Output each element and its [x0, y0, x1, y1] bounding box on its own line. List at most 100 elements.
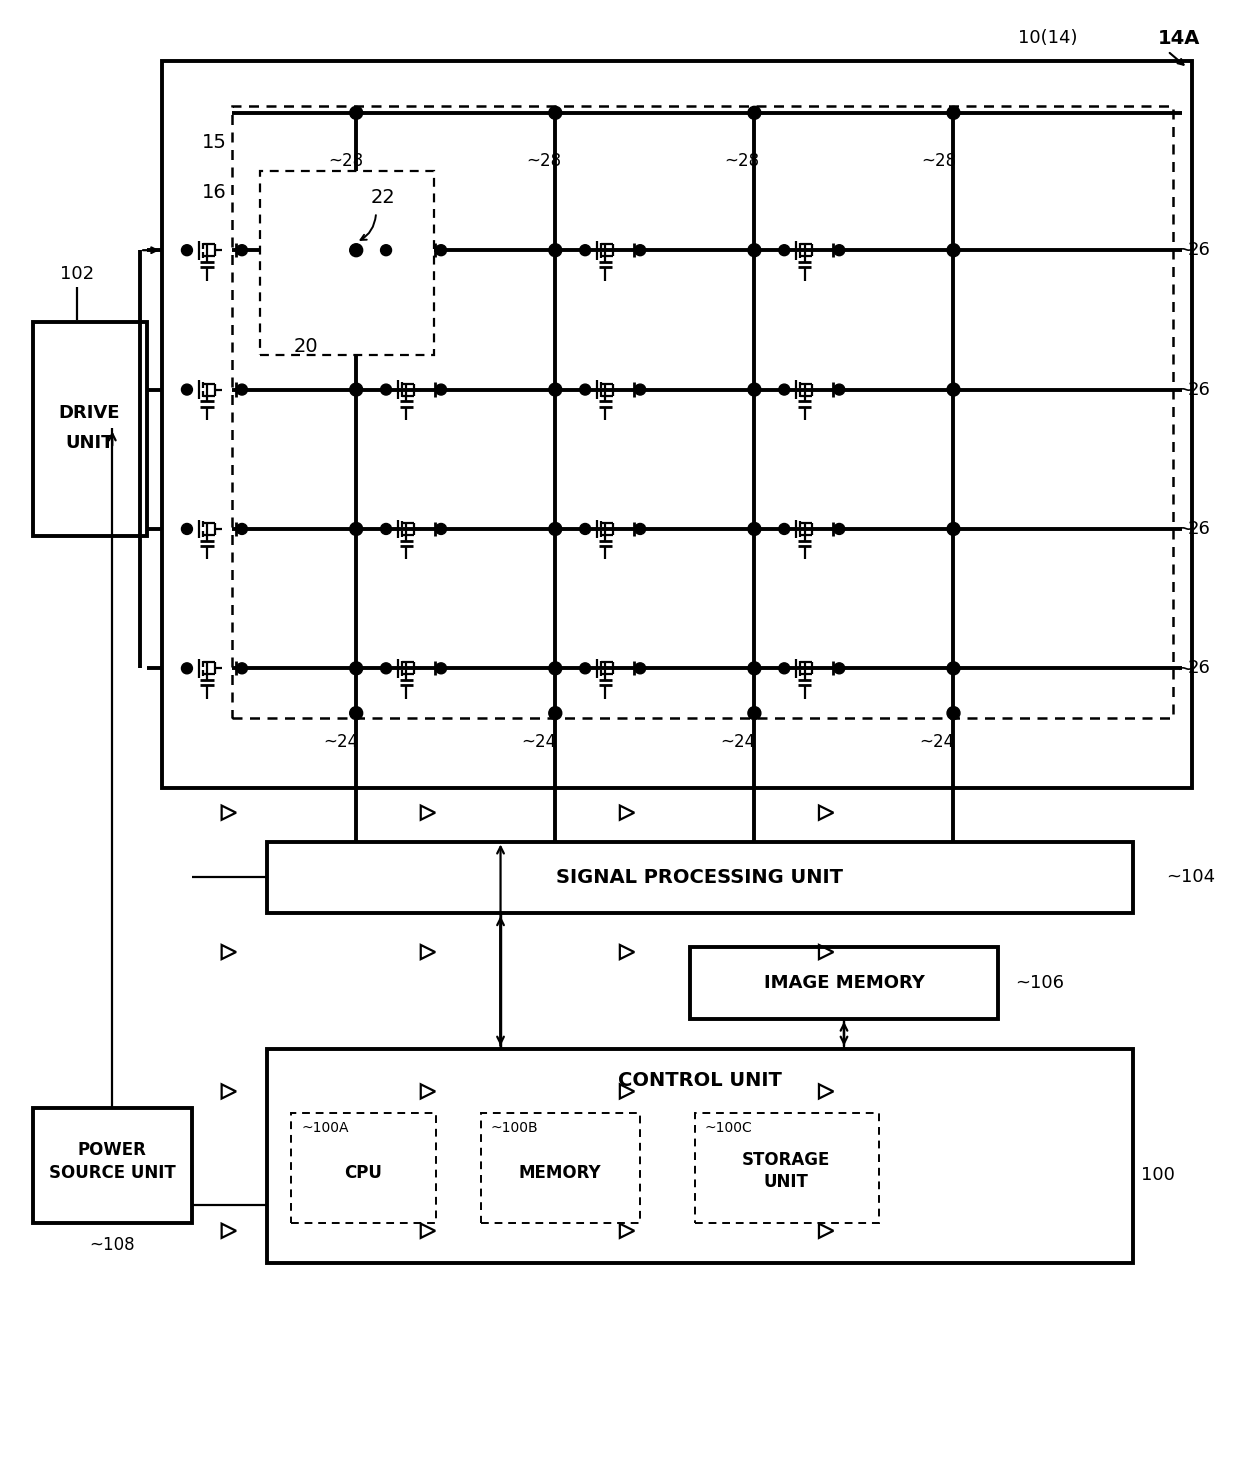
Text: 26: 26	[1188, 381, 1210, 398]
Circle shape	[181, 244, 192, 256]
Bar	[481, 1114, 640, 1223]
Bar	[259, 170, 434, 355]
Circle shape	[579, 523, 590, 535]
Text: ~: ~	[1177, 240, 1194, 261]
Circle shape	[779, 523, 790, 535]
Circle shape	[635, 523, 646, 535]
Circle shape	[947, 244, 960, 256]
Bar	[32, 1108, 192, 1223]
Circle shape	[181, 384, 192, 395]
Circle shape	[748, 244, 761, 256]
Text: ~24: ~24	[720, 733, 755, 751]
Circle shape	[549, 107, 562, 120]
Bar	[694, 1114, 879, 1223]
Circle shape	[779, 384, 790, 395]
Circle shape	[748, 384, 761, 395]
Circle shape	[381, 523, 392, 535]
Text: ~24: ~24	[521, 733, 556, 751]
Circle shape	[350, 662, 362, 675]
Text: IMAGE MEMORY: IMAGE MEMORY	[764, 974, 925, 992]
Circle shape	[748, 107, 761, 120]
Circle shape	[947, 523, 960, 536]
Circle shape	[635, 384, 646, 395]
Circle shape	[549, 384, 562, 395]
Circle shape	[549, 662, 562, 675]
Bar	[267, 841, 1132, 914]
Circle shape	[748, 662, 761, 675]
Text: STORAGE: STORAGE	[742, 1151, 831, 1169]
Circle shape	[435, 384, 446, 395]
Circle shape	[635, 663, 646, 674]
Circle shape	[947, 384, 960, 395]
Circle shape	[350, 244, 362, 256]
Text: 26: 26	[1188, 520, 1210, 538]
Circle shape	[435, 523, 446, 535]
Text: 15: 15	[202, 133, 227, 153]
Circle shape	[579, 384, 590, 395]
Text: ~: ~	[1177, 659, 1194, 678]
Text: UNIT: UNIT	[66, 434, 114, 452]
Circle shape	[237, 244, 248, 256]
Text: 26: 26	[1188, 241, 1210, 259]
Circle shape	[833, 384, 844, 395]
Circle shape	[947, 706, 960, 720]
Text: ~28: ~28	[526, 151, 560, 170]
Bar	[162, 61, 1193, 788]
Text: 16: 16	[202, 184, 227, 201]
Text: 26: 26	[1188, 659, 1210, 677]
Text: ~108: ~108	[89, 1235, 135, 1254]
Circle shape	[350, 523, 362, 536]
Text: ~106: ~106	[1016, 974, 1065, 992]
Circle shape	[181, 663, 192, 674]
Text: 102: 102	[61, 265, 94, 283]
Circle shape	[435, 663, 446, 674]
Text: DRIVE: DRIVE	[58, 404, 120, 422]
Circle shape	[381, 384, 392, 395]
Bar	[32, 321, 148, 536]
Text: ~28: ~28	[921, 151, 956, 170]
Text: ~24: ~24	[324, 733, 358, 751]
Circle shape	[381, 244, 392, 256]
Bar	[689, 946, 998, 1019]
Text: ~: ~	[1177, 379, 1194, 400]
Text: 100: 100	[1141, 1166, 1174, 1183]
Circle shape	[833, 244, 844, 256]
Circle shape	[779, 663, 790, 674]
Bar	[267, 1049, 1132, 1263]
Bar	[232, 105, 1173, 718]
Text: ~28: ~28	[724, 151, 759, 170]
Text: CONTROL UNIT: CONTROL UNIT	[618, 1071, 781, 1090]
Text: ~24: ~24	[919, 733, 954, 751]
Circle shape	[579, 663, 590, 674]
Circle shape	[435, 244, 446, 256]
Circle shape	[237, 663, 248, 674]
Text: UNIT: UNIT	[764, 1173, 808, 1191]
Circle shape	[350, 384, 362, 395]
Text: ~100C: ~100C	[704, 1121, 753, 1136]
Circle shape	[549, 523, 562, 536]
Circle shape	[237, 384, 248, 395]
Text: POWER: POWER	[78, 1142, 146, 1160]
Text: 14A: 14A	[1158, 28, 1200, 47]
Circle shape	[833, 663, 844, 674]
Text: CPU: CPU	[345, 1164, 382, 1182]
Circle shape	[350, 107, 362, 120]
Circle shape	[833, 523, 844, 535]
Circle shape	[350, 706, 362, 720]
Text: ~: ~	[1177, 518, 1194, 539]
Text: ~100B: ~100B	[491, 1121, 538, 1136]
Text: MEMORY: MEMORY	[520, 1164, 601, 1182]
Circle shape	[748, 706, 761, 720]
Circle shape	[237, 523, 248, 535]
Text: ~100A: ~100A	[301, 1121, 348, 1136]
Text: 10(14): 10(14)	[1018, 30, 1078, 47]
Circle shape	[947, 107, 960, 120]
Circle shape	[635, 244, 646, 256]
Circle shape	[549, 706, 562, 720]
Circle shape	[181, 523, 192, 535]
Bar	[291, 1114, 435, 1223]
Text: SOURCE UNIT: SOURCE UNIT	[48, 1164, 176, 1182]
Circle shape	[381, 663, 392, 674]
Circle shape	[748, 523, 761, 536]
Text: ~28: ~28	[329, 151, 363, 170]
